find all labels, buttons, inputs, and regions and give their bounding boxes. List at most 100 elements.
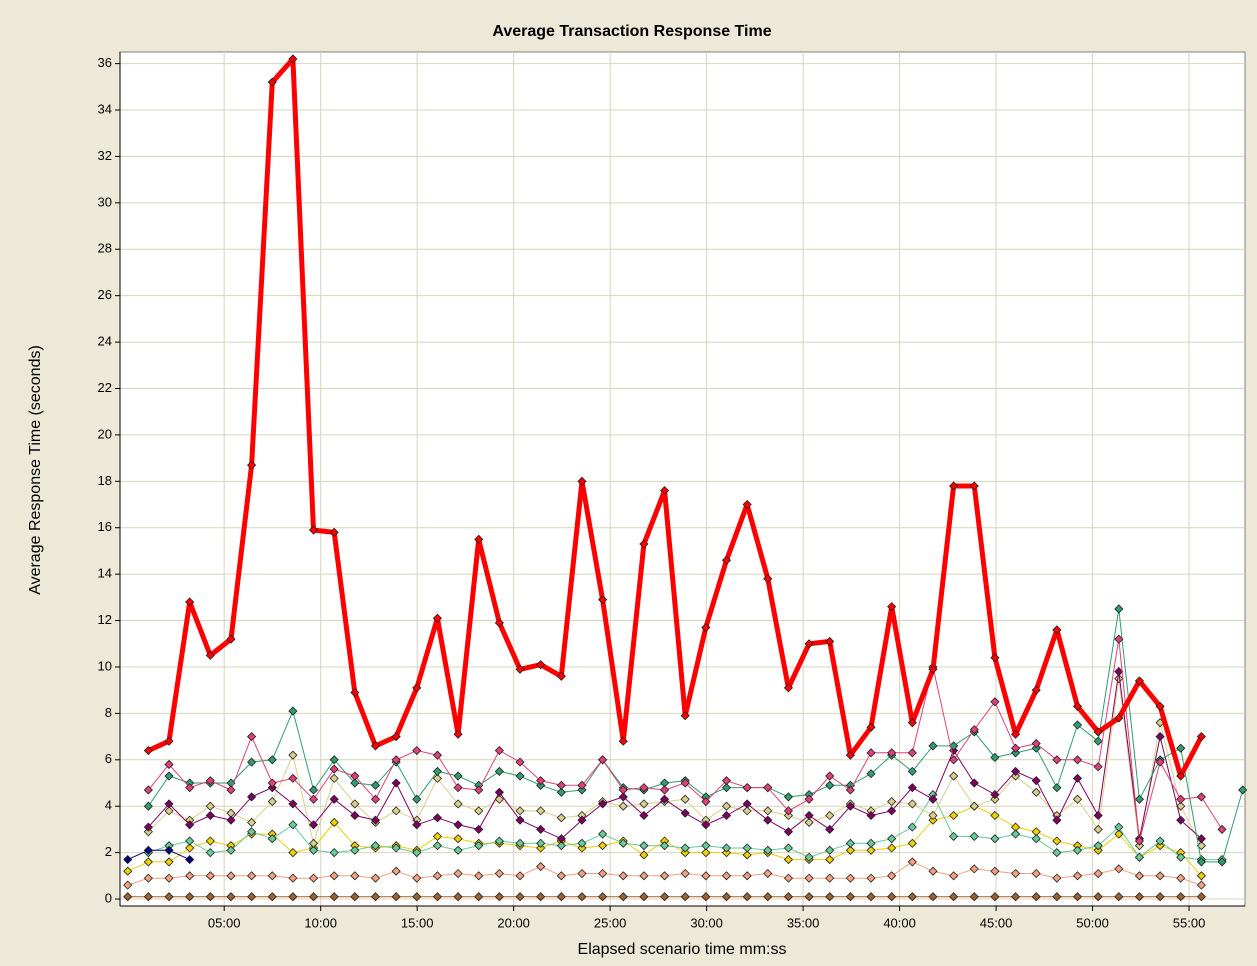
data-point	[370, 892, 381, 902]
data-point	[1155, 757, 1165, 767]
data-point	[804, 892, 814, 902]
data-point	[164, 857, 174, 867]
data-point	[1155, 836, 1165, 846]
data-point	[1114, 713, 1124, 723]
data-point	[618, 892, 628, 902]
data-point	[1134, 892, 1145, 902]
series-line	[148, 678, 1202, 847]
data-point	[990, 790, 1000, 800]
data-point	[907, 892, 917, 902]
data-point	[618, 838, 628, 848]
data-point	[701, 871, 711, 881]
data-point	[887, 748, 897, 758]
data-point	[990, 653, 1000, 663]
data-point	[1072, 773, 1083, 783]
series-line	[127, 849, 190, 861]
data-point	[350, 799, 360, 809]
data-point	[1155, 732, 1165, 742]
data-point	[659, 871, 670, 881]
x-tick-label: 35:00	[787, 915, 820, 930]
data-point	[329, 848, 339, 858]
data-point	[329, 794, 339, 804]
data-point	[267, 834, 277, 844]
data-point	[205, 810, 215, 821]
data-point	[391, 843, 401, 853]
y-tick-label: 10	[98, 658, 112, 673]
data-point	[845, 845, 855, 855]
data-point	[721, 892, 732, 902]
data-point	[1072, 871, 1083, 881]
data-point	[742, 799, 752, 809]
y-tick-label: 4	[105, 798, 112, 813]
data-point	[1010, 766, 1021, 776]
data-point	[370, 841, 381, 851]
data-point	[825, 771, 835, 781]
data-point	[1052, 625, 1062, 635]
data-point	[247, 817, 257, 828]
data-point	[453, 729, 463, 739]
data-point	[556, 892, 566, 902]
data-point	[350, 778, 360, 788]
data-point	[928, 892, 938, 902]
data-point	[866, 838, 876, 848]
data-point	[887, 797, 897, 807]
data-point	[763, 574, 773, 584]
data-point	[1114, 829, 1124, 839]
data-point	[1052, 755, 1062, 765]
data-point	[680, 892, 690, 902]
x-tick-label: 20:00	[497, 915, 530, 930]
data-point	[391, 892, 401, 902]
data-point	[123, 866, 133, 876]
data-point	[226, 785, 236, 795]
data-point	[536, 824, 546, 834]
data-point	[412, 794, 422, 804]
data-point	[515, 838, 525, 848]
data-point	[1134, 841, 1145, 851]
data-point	[1196, 732, 1206, 742]
data-point	[887, 843, 897, 853]
data-point	[1176, 815, 1186, 825]
series-line	[147, 608, 1244, 863]
data-point	[887, 602, 897, 612]
data-point	[887, 806, 897, 816]
data-point	[598, 892, 608, 902]
data-point	[329, 871, 339, 881]
data-point	[329, 755, 339, 765]
data-point	[1114, 634, 1124, 644]
data-point	[1031, 685, 1041, 695]
data-point	[1114, 864, 1124, 874]
data-point	[598, 829, 608, 839]
x-tick-label: 50:00	[1076, 915, 1109, 930]
data-point	[1114, 667, 1124, 677]
data-point	[391, 732, 401, 742]
data-point	[494, 766, 504, 776]
data-point	[990, 834, 1000, 844]
data-point	[432, 813, 442, 823]
data-point	[742, 871, 752, 881]
y-tick-label: 32	[98, 148, 112, 163]
data-point	[804, 794, 814, 804]
data-point	[1196, 841, 1206, 851]
data-point	[205, 871, 215, 881]
data-point	[680, 843, 690, 853]
data-point	[721, 810, 732, 821]
data-point	[1072, 892, 1083, 902]
data-point	[308, 525, 319, 535]
data-point	[205, 892, 215, 902]
data-point	[1196, 792, 1206, 802]
data-point	[267, 783, 277, 793]
data-point	[680, 868, 690, 879]
data-point	[969, 892, 979, 902]
data-point	[185, 871, 195, 881]
data-point	[556, 671, 566, 681]
data-point	[226, 634, 236, 644]
data-point	[205, 836, 215, 846]
data-point	[329, 817, 339, 828]
data-point	[370, 815, 381, 825]
data-point	[556, 834, 566, 844]
y-tick-label: 6	[105, 751, 112, 766]
data-point	[164, 759, 174, 770]
data-point	[928, 810, 938, 821]
data-point	[494, 836, 504, 846]
data-point	[783, 810, 794, 821]
